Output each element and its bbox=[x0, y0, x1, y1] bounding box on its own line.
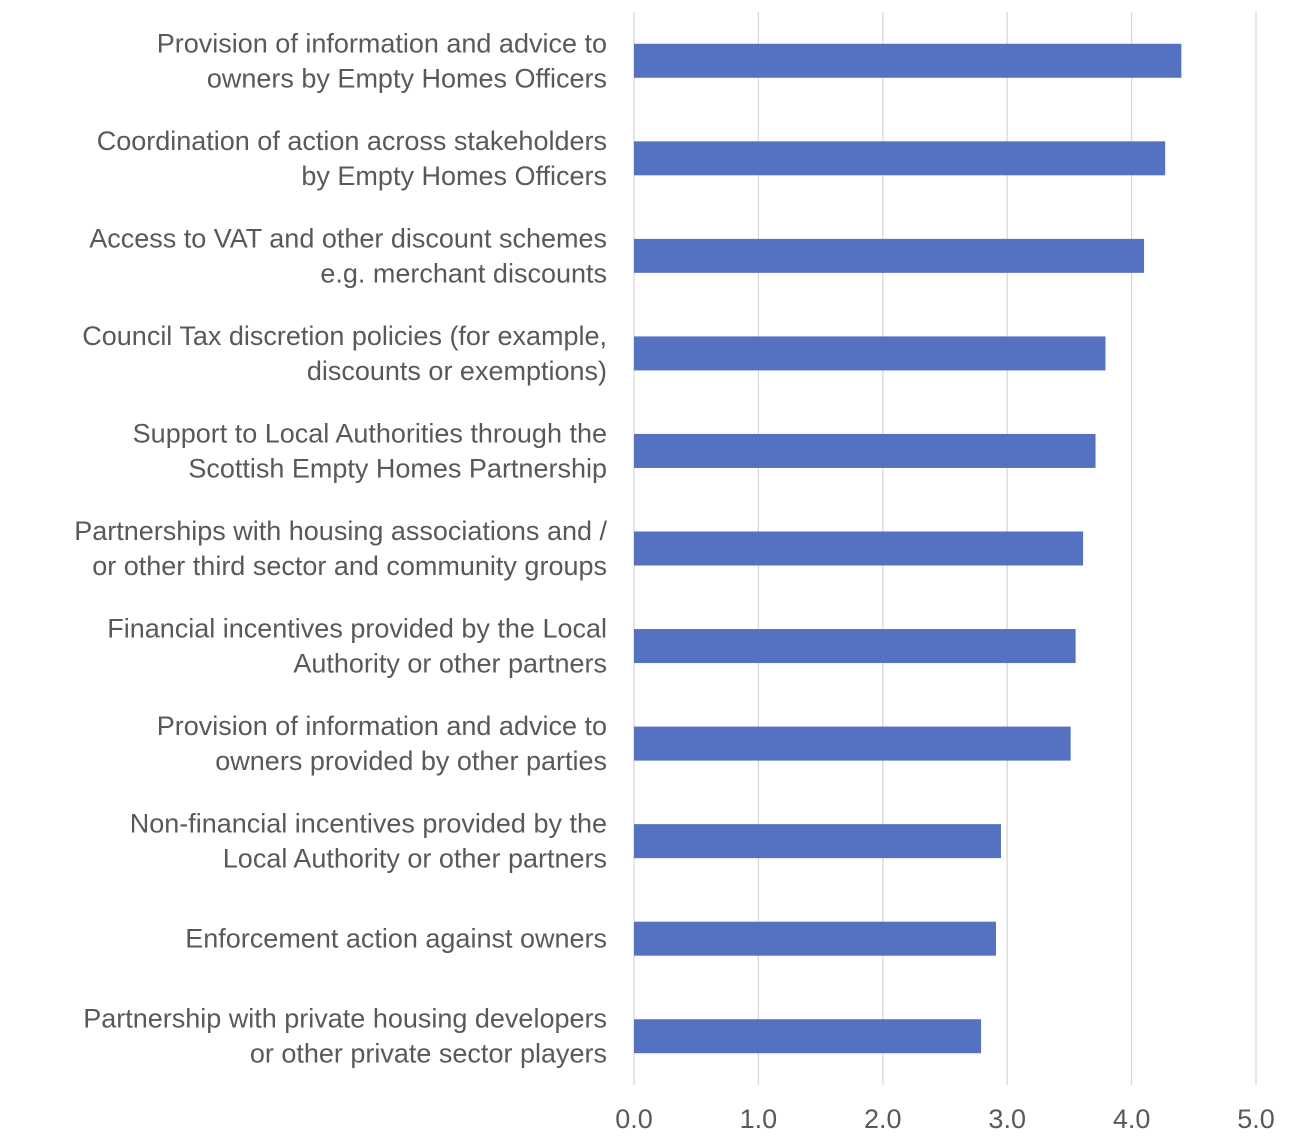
bar bbox=[634, 141, 1166, 176]
bar bbox=[634, 726, 1071, 761]
category-label: Non-financial incentives provided by the… bbox=[130, 809, 607, 874]
x-tick-label: 4.0 bbox=[1113, 1104, 1151, 1134]
x-axis-tick-labels: 0.0 1.0 2.0 3.0 4.0 5.0 bbox=[615, 1104, 1275, 1134]
bar bbox=[634, 43, 1182, 78]
bar bbox=[634, 238, 1145, 273]
category-label-line: Authority or other partners bbox=[293, 649, 607, 679]
bar bbox=[634, 824, 1001, 859]
bar bbox=[634, 433, 1096, 468]
category-label-line: Council Tax discretion policies (for exa… bbox=[82, 321, 607, 351]
category-label: Provision of information and advice to ow… bbox=[157, 711, 607, 776]
bar bbox=[634, 1019, 982, 1054]
category-label-line: Access to VAT and other discount schemes bbox=[89, 223, 607, 253]
category-label: Coordination of action across stakeholde… bbox=[97, 126, 607, 191]
category-label-line: Support to Local Authorities through the bbox=[133, 418, 607, 448]
category-label-line: owners by Empty Homes Officers bbox=[207, 63, 607, 93]
category-label-line: or other private sector players bbox=[250, 1039, 607, 1069]
category-label-line: owners provided by other parties bbox=[215, 746, 607, 776]
x-tick-label: 1.0 bbox=[740, 1104, 778, 1134]
bar bbox=[634, 629, 1076, 664]
category-label: Enforcement action against owners bbox=[185, 924, 607, 954]
bars bbox=[634, 43, 1182, 1054]
bar bbox=[634, 531, 1084, 566]
bar bbox=[634, 336, 1106, 371]
category-label-line: Partnership with private housing develop… bbox=[83, 1004, 607, 1034]
category-label-line: Provision of information and advice to bbox=[157, 711, 607, 741]
x-tick-label: 2.0 bbox=[864, 1104, 902, 1134]
category-label: Provision of information and advice to ow… bbox=[157, 28, 607, 93]
category-label-line: by Empty Homes Officers bbox=[301, 161, 607, 191]
category-label-line: Financial incentives provided by the Loc… bbox=[107, 614, 607, 644]
category-label-line: Scottish Empty Homes Partnership bbox=[188, 453, 607, 483]
category-label: Financial incentives provided by the Loc… bbox=[107, 614, 607, 679]
category-label-line: e.g. merchant discounts bbox=[320, 258, 607, 288]
x-tick-label: 3.0 bbox=[988, 1104, 1026, 1134]
category-label: Partnership with private housing develop… bbox=[83, 1004, 607, 1069]
category-labels: Provision of information and advice to ow… bbox=[74, 28, 607, 1068]
x-tick-label: 0.0 bbox=[615, 1104, 653, 1134]
category-label: Partnerships with housing associations a… bbox=[74, 516, 607, 581]
category-label-line: Local Authority or other partners bbox=[223, 844, 607, 874]
category-label-line: Enforcement action against owners bbox=[185, 924, 607, 954]
category-label-line: Coordination of action across stakeholde… bbox=[97, 126, 607, 156]
category-label: Council Tax discretion policies (for exa… bbox=[82, 321, 607, 386]
category-label-line: Provision of information and advice to bbox=[157, 28, 607, 58]
category-label-line: discounts or exemptions) bbox=[307, 356, 607, 386]
category-label: Access to VAT and other discount schemes… bbox=[89, 223, 607, 288]
bar bbox=[634, 921, 997, 956]
category-label-line: Partnerships with housing associations a… bbox=[74, 516, 607, 546]
category-label: Support to Local Authorities through the… bbox=[133, 418, 607, 483]
category-label-line: or other third sector and community grou… bbox=[92, 551, 607, 581]
x-tick-label: 5.0 bbox=[1237, 1104, 1275, 1134]
category-label-line: Non-financial incentives provided by the bbox=[130, 809, 607, 839]
